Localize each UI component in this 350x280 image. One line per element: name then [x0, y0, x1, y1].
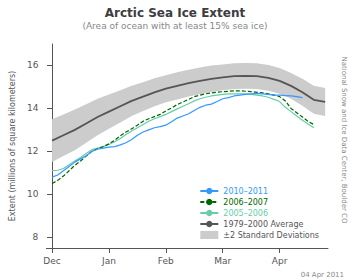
- svg-text:8: 8: [33, 232, 39, 242]
- svg-text:Apr: Apr: [272, 256, 288, 266]
- svg-text:2010–2011: 2010–2011: [223, 187, 268, 196]
- svg-text:Jan: Jan: [101, 256, 116, 266]
- svg-text:(Area of ocean with at least 1: (Area of ocean with at least 15% sea ice…: [82, 21, 267, 31]
- svg-text:10: 10: [27, 189, 39, 199]
- svg-text:12: 12: [27, 146, 38, 156]
- svg-text:Dec: Dec: [43, 256, 60, 266]
- svg-text:2005–2006: 2005–2006: [223, 209, 268, 218]
- svg-text:04 Apr 2011: 04 Apr 2011: [301, 271, 344, 279]
- svg-text:Arctic Sea Ice Extent: Arctic Sea Ice Extent: [105, 6, 246, 20]
- svg-text:1979–2000 Average: 1979–2000 Average: [223, 220, 303, 229]
- svg-text:±2 Standard Deviations: ±2 Standard Deviations: [223, 231, 319, 240]
- svg-text:Extent (millions of square kil: Extent (millions of square kilometers): [8, 71, 17, 221]
- svg-text:National Snow and Ice Data Cen: National Snow and Ice Data Center, Bould…: [340, 56, 348, 224]
- svg-text:Feb: Feb: [158, 256, 174, 266]
- svg-text:2006–2007: 2006–2007: [223, 198, 268, 207]
- svg-text:Mar: Mar: [214, 256, 231, 266]
- svg-text:14: 14: [27, 103, 39, 113]
- svg-text:16: 16: [27, 60, 39, 70]
